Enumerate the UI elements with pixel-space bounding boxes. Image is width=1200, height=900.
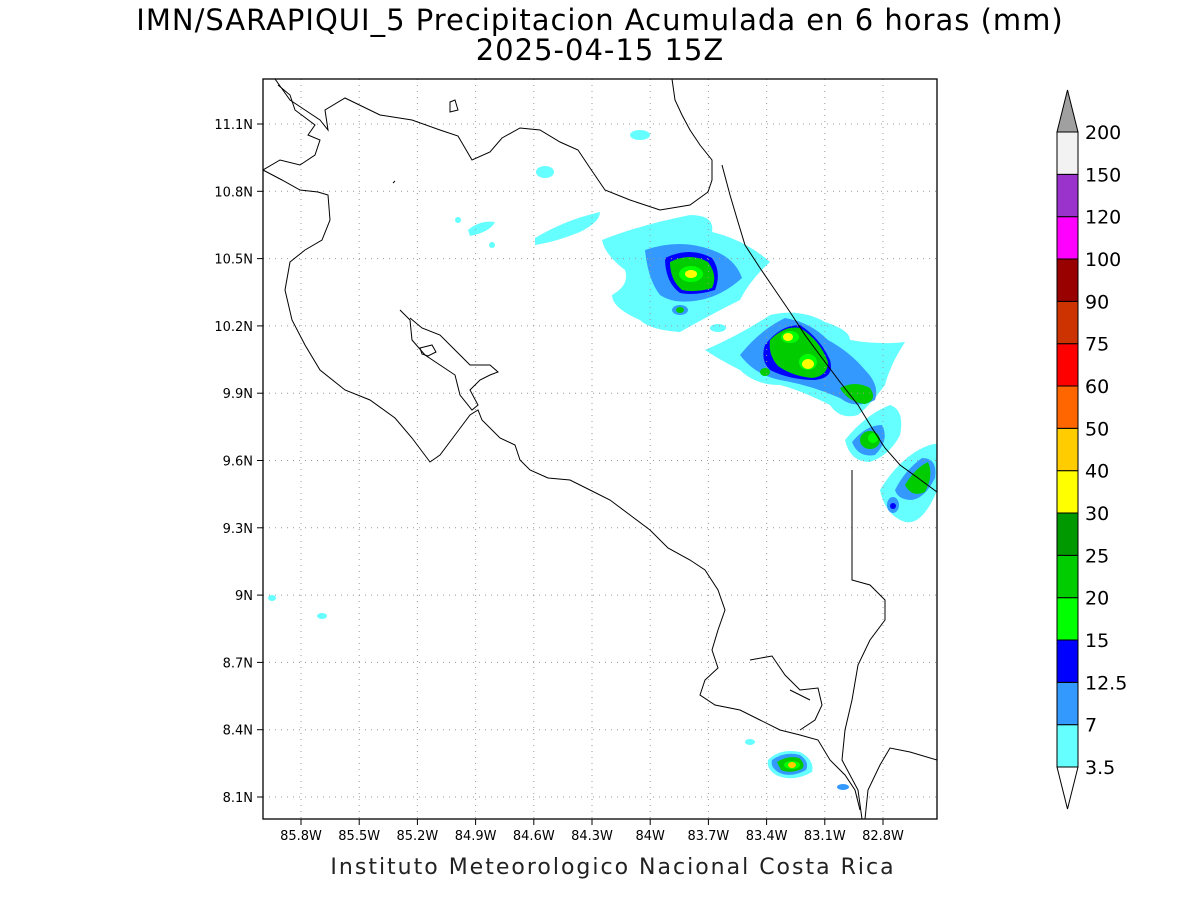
coastlines [263, 79, 937, 819]
colorbar-low-arrow [1056, 766, 1079, 810]
colorbar-box [1056, 597, 1079, 641]
lat-tick-label: 10.2N [214, 320, 253, 335]
lon-tick-label: 84.6W [513, 829, 555, 844]
colorbar-label: 40 [1085, 461, 1109, 483]
colorbar-label: 50 [1085, 418, 1109, 440]
panama-border [841, 470, 886, 819]
colorbar-box [1056, 427, 1079, 472]
lat-tick-label: 8.7N [223, 656, 253, 671]
colorbar-label: 3.5 [1085, 757, 1115, 779]
colorbar-label: 200 [1085, 122, 1121, 144]
colorbar-label: 20 [1085, 588, 1109, 610]
colorbar-label: 30 [1085, 503, 1109, 525]
colorbar-box [1056, 343, 1079, 387]
colorbar-legend: 3.5 7 12.5 15 20 25 30 40 50 60 75 90 100 120 150 200 [1056, 89, 1127, 810]
colorbar-box [1056, 385, 1079, 429]
colorbar-box [1056, 131, 1079, 175]
colorbar-box [1056, 639, 1079, 683]
colorbar-label: 7 [1085, 715, 1097, 737]
colorbar-box [1056, 216, 1079, 260]
dulce-gulf [749, 655, 823, 731]
colorbar-box [1056, 724, 1079, 768]
colorbar-label: 90 [1085, 291, 1109, 313]
colorbar-box [1056, 300, 1079, 345]
lat-tick-label: 9.3N [223, 522, 253, 537]
precipitation-field [268, 130, 937, 790]
nicoya-island [419, 344, 437, 357]
rain-area-south [268, 595, 849, 790]
colorbar-label: 120 [1085, 207, 1121, 229]
lon-tick-label: 82.8W [862, 829, 904, 844]
lat-tick-label: 8.1N [223, 791, 253, 806]
colorbar-label: 60 [1085, 376, 1109, 398]
colorbar-label: 75 [1085, 334, 1109, 356]
colorbar-label: 12.5 [1085, 672, 1127, 694]
colorbar-box [1056, 173, 1079, 218]
colorbar-box [1056, 554, 1079, 599]
lon-tick-label: 83.7W [687, 829, 729, 844]
lat-tick-label: 10.5N [214, 253, 253, 268]
lon-tick-label: 84W [635, 829, 665, 844]
caribbean-coast [721, 164, 937, 493]
lat-tick-label: 9.9N [223, 387, 253, 402]
lon-tick-label: 83.4W [746, 829, 788, 844]
lon-tick-label: 83.1W [804, 829, 846, 844]
colorbar-high-arrow [1056, 89, 1079, 133]
island-north [449, 99, 459, 113]
lon-tick-label: 85.8W [280, 829, 322, 844]
map-axes: 85.8W 85.5W 85.2W 84.9W 84.6W 84.3W 84W 83.7W 83… [214, 118, 904, 844]
rain-area-caribbean [705, 312, 905, 417]
colorbar-label: 100 [1085, 249, 1121, 271]
lon-tick-label: 84.3W [571, 829, 613, 844]
lat-tick-label: 9N [235, 589, 253, 604]
lon-tick-label: 85.2W [396, 829, 438, 844]
pacific-coast [263, 84, 861, 811]
colorbar-label: 25 [1085, 545, 1109, 567]
lat-tick-label: 9.6N [223, 455, 253, 470]
lat-tick-label: 11.1N [214, 118, 253, 133]
map-subtitle-datetime: 2025-04-15 15Z [475, 33, 725, 67]
panama-coast [864, 747, 937, 819]
island-dot [392, 180, 396, 184]
colorbar-label: 150 [1085, 164, 1121, 186]
colorbar-box [1056, 258, 1079, 302]
colorbar-box [1056, 470, 1079, 514]
nicaragua-coast [274, 79, 713, 211]
footer-credit: Instituto Meteorologico Nacional Costa R… [330, 855, 896, 880]
rain-area-southeast [845, 405, 937, 523]
nicoya-gulf [399, 309, 499, 411]
rain-area-north [455, 130, 770, 332]
map-frame [262, 78, 938, 820]
lat-lon-grid [263, 79, 937, 819]
colorbar-box [1056, 512, 1079, 556]
lon-tick-label: 84.9W [455, 829, 497, 844]
colorbar-box [1056, 681, 1079, 726]
map-title: IMN/SARAPIQUI_5 Precipitacion Acumulada … [136, 3, 1064, 37]
lon-tick-label: 85.5W [338, 829, 380, 844]
lat-tick-label: 8.4N [223, 724, 253, 739]
colorbar-label: 15 [1085, 630, 1109, 652]
lat-tick-label: 10.8N [214, 185, 253, 200]
